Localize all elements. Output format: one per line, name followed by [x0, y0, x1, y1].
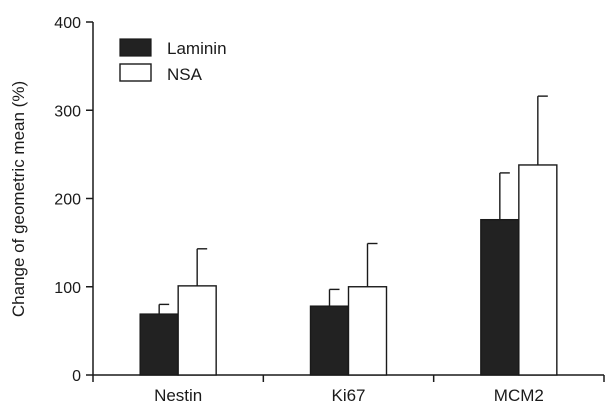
y-tick-label: 300	[54, 103, 81, 120]
y-tick-label: 0	[72, 368, 81, 385]
bar-nsa-ki67	[347, 286, 388, 376]
legend-label-nsa: NSA	[167, 65, 203, 84]
legend-label-laminin: Laminin	[167, 39, 227, 58]
bar-nsa-nestin	[177, 285, 217, 376]
legend-swatch-nsa	[119, 63, 152, 82]
y-tick-label: 200	[54, 192, 81, 209]
y-axis-title: Change of geometric mean (%)	[9, 81, 28, 317]
bar-laminin-nestin	[139, 313, 179, 376]
plot-area: 0 100 200 300 400 Nestin Ki67 MCM2	[54, 15, 605, 405]
bar-nsa-mcm2	[518, 164, 558, 376]
bar-laminin-ki67	[309, 305, 350, 376]
y-tick-label: 100	[54, 280, 81, 297]
y-tick-label: 400	[54, 15, 81, 32]
x-tick-label: Ki67	[331, 386, 365, 405]
legend: Laminin NSA	[119, 38, 227, 84]
x-tick-label: MCM2	[494, 386, 544, 405]
bar-laminin-mcm2	[480, 218, 520, 376]
legend-swatch-laminin	[119, 38, 152, 57]
x-tick-label: Nestin	[154, 386, 202, 405]
